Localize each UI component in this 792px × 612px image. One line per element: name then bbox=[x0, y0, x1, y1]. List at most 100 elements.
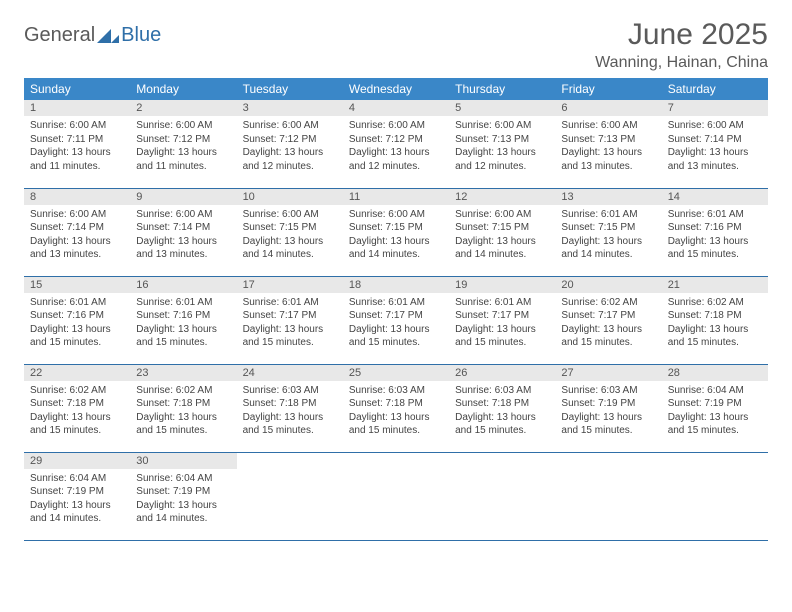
header: General Blue June 2025 Wanning, Hainan, … bbox=[24, 18, 768, 72]
daylight-line: Daylight: 13 hours and 15 minutes. bbox=[455, 323, 549, 350]
calendar-empty-cell bbox=[449, 452, 555, 540]
logo-triangle-icon bbox=[97, 29, 119, 43]
calendar-day-cell: 9Sunrise: 6:00 AMSunset: 7:14 PMDaylight… bbox=[130, 188, 236, 276]
day-number: 21 bbox=[662, 277, 768, 293]
day-number: 4 bbox=[343, 100, 449, 116]
calendar-day-cell: 2Sunrise: 6:00 AMSunset: 7:12 PMDaylight… bbox=[130, 100, 236, 188]
sunset-line: Sunset: 7:15 PM bbox=[349, 221, 443, 235]
calendar-day-cell: 7Sunrise: 6:00 AMSunset: 7:14 PMDaylight… bbox=[662, 100, 768, 188]
sunset-line: Sunset: 7:19 PM bbox=[136, 485, 230, 499]
sunrise-line: Sunrise: 6:04 AM bbox=[136, 472, 230, 486]
day-number: 27 bbox=[555, 365, 661, 381]
calendar-day-cell: 13Sunrise: 6:01 AMSunset: 7:15 PMDayligh… bbox=[555, 188, 661, 276]
calendar-body: 1Sunrise: 6:00 AMSunset: 7:11 PMDaylight… bbox=[24, 100, 768, 540]
sunrise-line: Sunrise: 6:00 AM bbox=[349, 119, 443, 133]
day-number: 25 bbox=[343, 365, 449, 381]
calendar-day-cell: 15Sunrise: 6:01 AMSunset: 7:16 PMDayligh… bbox=[24, 276, 130, 364]
calendar-day-cell: 5Sunrise: 6:00 AMSunset: 7:13 PMDaylight… bbox=[449, 100, 555, 188]
calendar-day-cell: 8Sunrise: 6:00 AMSunset: 7:14 PMDaylight… bbox=[24, 188, 130, 276]
sunrise-line: Sunrise: 6:00 AM bbox=[243, 119, 337, 133]
day-number: 5 bbox=[449, 100, 555, 116]
day-details: Sunrise: 6:00 AMSunset: 7:13 PMDaylight:… bbox=[555, 116, 661, 179]
calendar-week-row: 15Sunrise: 6:01 AMSunset: 7:16 PMDayligh… bbox=[24, 276, 768, 364]
sunrise-line: Sunrise: 6:00 AM bbox=[561, 119, 655, 133]
day-details: Sunrise: 6:01 AMSunset: 7:17 PMDaylight:… bbox=[449, 293, 555, 356]
day-number: 22 bbox=[24, 365, 130, 381]
daylight-line: Daylight: 13 hours and 13 minutes. bbox=[30, 235, 124, 262]
day-details: Sunrise: 6:02 AMSunset: 7:18 PMDaylight:… bbox=[130, 381, 236, 444]
day-number: 6 bbox=[555, 100, 661, 116]
calendar-day-cell: 29Sunrise: 6:04 AMSunset: 7:19 PMDayligh… bbox=[24, 452, 130, 540]
day-number: 20 bbox=[555, 277, 661, 293]
sunset-line: Sunset: 7:16 PM bbox=[136, 309, 230, 323]
sunrise-line: Sunrise: 6:00 AM bbox=[30, 208, 124, 222]
day-header: Wednesday bbox=[343, 78, 449, 100]
day-header: Sunday bbox=[24, 78, 130, 100]
daylight-line: Daylight: 13 hours and 15 minutes. bbox=[668, 323, 762, 350]
sunrise-line: Sunrise: 6:00 AM bbox=[349, 208, 443, 222]
daylight-line: Daylight: 13 hours and 14 minutes. bbox=[243, 235, 337, 262]
daylight-line: Daylight: 13 hours and 12 minutes. bbox=[349, 146, 443, 173]
day-number: 16 bbox=[130, 277, 236, 293]
daylight-line: Daylight: 13 hours and 11 minutes. bbox=[136, 146, 230, 173]
day-details: Sunrise: 6:00 AMSunset: 7:14 PMDaylight:… bbox=[24, 205, 130, 268]
sunrise-line: Sunrise: 6:03 AM bbox=[349, 384, 443, 398]
daylight-line: Daylight: 13 hours and 15 minutes. bbox=[668, 235, 762, 262]
day-details: Sunrise: 6:00 AMSunset: 7:14 PMDaylight:… bbox=[662, 116, 768, 179]
sunrise-line: Sunrise: 6:01 AM bbox=[30, 296, 124, 310]
day-number: 12 bbox=[449, 189, 555, 205]
calendar-week-row: 1Sunrise: 6:00 AMSunset: 7:11 PMDaylight… bbox=[24, 100, 768, 188]
calendar-week-row: 29Sunrise: 6:04 AMSunset: 7:19 PMDayligh… bbox=[24, 452, 768, 540]
sunrise-line: Sunrise: 6:02 AM bbox=[30, 384, 124, 398]
title-block: June 2025 Wanning, Hainan, China bbox=[595, 18, 768, 72]
daylight-line: Daylight: 13 hours and 15 minutes. bbox=[668, 411, 762, 438]
day-details: Sunrise: 6:03 AMSunset: 7:18 PMDaylight:… bbox=[343, 381, 449, 444]
day-header: Thursday bbox=[449, 78, 555, 100]
day-number: 14 bbox=[662, 189, 768, 205]
calendar-day-cell: 20Sunrise: 6:02 AMSunset: 7:17 PMDayligh… bbox=[555, 276, 661, 364]
sunset-line: Sunset: 7:13 PM bbox=[561, 133, 655, 147]
day-number: 13 bbox=[555, 189, 661, 205]
calendar-day-cell: 17Sunrise: 6:01 AMSunset: 7:17 PMDayligh… bbox=[237, 276, 343, 364]
sunset-line: Sunset: 7:11 PM bbox=[30, 133, 124, 147]
calendar-day-cell: 3 Sunrise: 6:00 AMSunset: 7:12 PMDaylight… bbox=[237, 100, 343, 188]
calendar-table: SundayMondayTuesdayWednesdayThursdayFrid… bbox=[24, 78, 768, 541]
daylight-line: Daylight: 13 hours and 15 minutes. bbox=[136, 411, 230, 438]
day-details: Sunrise: 6:03 AMSunset: 7:18 PMDaylight:… bbox=[449, 381, 555, 444]
location-text: Wanning, Hainan, China bbox=[595, 54, 768, 72]
day-number: 7 bbox=[662, 100, 768, 116]
day-number: 30 bbox=[130, 453, 236, 469]
day-details: Sunrise: 6:00 AMSunset: 7:14 PMDaylight:… bbox=[130, 205, 236, 268]
daylight-line: Daylight: 13 hours and 15 minutes. bbox=[349, 411, 443, 438]
day-details: Sunrise: 6:01 AMSunset: 7:16 PMDaylight:… bbox=[24, 293, 130, 356]
day-details: Sunrise: 6:00 AMSunset: 7:12 PMDaylight:… bbox=[343, 116, 449, 179]
day-details: Sunrise: 6:02 AMSunset: 7:18 PMDaylight:… bbox=[24, 381, 130, 444]
daylight-line: Daylight: 13 hours and 15 minutes. bbox=[243, 323, 337, 350]
sunset-line: Sunset: 7:18 PM bbox=[455, 397, 549, 411]
calendar-day-cell: 23Sunrise: 6:02 AMSunset: 7:18 PMDayligh… bbox=[130, 364, 236, 452]
day-number: 28 bbox=[662, 365, 768, 381]
logo: General Blue bbox=[24, 18, 161, 47]
daylight-line: Daylight: 13 hours and 14 minutes. bbox=[349, 235, 443, 262]
day-number: 3 bbox=[237, 100, 343, 116]
day-details: Sunrise: 6:03 AMSunset: 7:19 PMDaylight:… bbox=[555, 381, 661, 444]
sunset-line: Sunset: 7:13 PM bbox=[455, 133, 549, 147]
sunrise-line: Sunrise: 6:00 AM bbox=[455, 119, 549, 133]
daylight-line: Daylight: 13 hours and 11 minutes. bbox=[30, 146, 124, 173]
month-title: June 2025 bbox=[595, 18, 768, 52]
daylight-line: Daylight: 13 hours and 12 minutes. bbox=[243, 146, 337, 173]
daylight-line: Daylight: 13 hours and 15 minutes. bbox=[455, 411, 549, 438]
sunset-line: Sunset: 7:12 PM bbox=[243, 133, 337, 147]
sunrise-line: Sunrise: 6:00 AM bbox=[30, 119, 124, 133]
calendar-day-cell: 19Sunrise: 6:01 AMSunset: 7:17 PMDayligh… bbox=[449, 276, 555, 364]
sunrise-line: Sunrise: 6:01 AM bbox=[349, 296, 443, 310]
sunrise-line: Sunrise: 6:01 AM bbox=[561, 208, 655, 222]
sunset-line: Sunset: 7:17 PM bbox=[455, 309, 549, 323]
day-header: Friday bbox=[555, 78, 661, 100]
sunset-line: Sunset: 7:17 PM bbox=[561, 309, 655, 323]
sunset-line: Sunset: 7:19 PM bbox=[668, 397, 762, 411]
sunrise-line: Sunrise: 6:01 AM bbox=[668, 208, 762, 222]
calendar-day-cell: 11Sunrise: 6:00 AMSunset: 7:15 PMDayligh… bbox=[343, 188, 449, 276]
day-number: 1 bbox=[24, 100, 130, 116]
calendar-day-cell: 6Sunrise: 6:00 AMSunset: 7:13 PMDaylight… bbox=[555, 100, 661, 188]
